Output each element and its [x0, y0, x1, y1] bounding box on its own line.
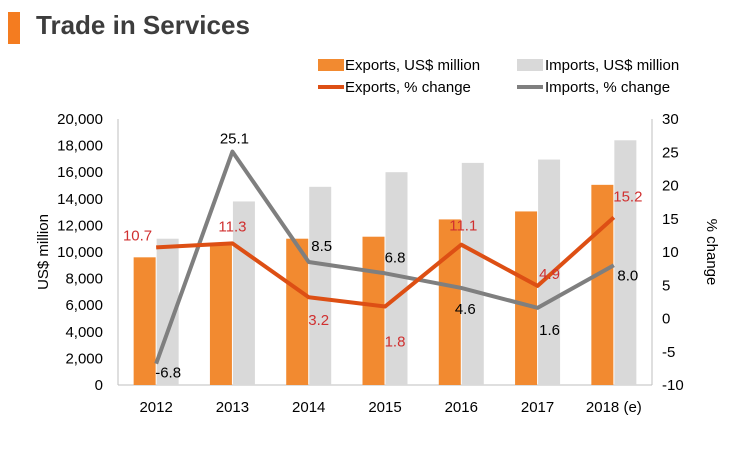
y-right-tick-label: 20 [662, 178, 679, 195]
label-imports-pct: 4.6 [455, 301, 476, 318]
x-tick-label: 2016 [445, 399, 478, 416]
bar-imports [614, 140, 637, 385]
y-tick-label: 20,000 [57, 111, 103, 128]
label-imports-pct: 1.6 [539, 322, 560, 339]
line-imports-pct [154, 149, 615, 365]
label-exports-pct: 3.2 [308, 312, 329, 329]
x-tick-label: 2012 [139, 399, 172, 416]
y-right-tick-label: 0 [662, 311, 670, 328]
y-axis-title: US$ million [35, 214, 52, 290]
y-tick-label: 4,000 [65, 324, 103, 341]
x-tick-label: 2014 [292, 399, 325, 416]
title-accent-bar [8, 12, 20, 44]
y-tick-label: 18,000 [57, 138, 103, 155]
y-right-tick-label: 30 [662, 111, 679, 128]
y-tick-label: 10,000 [57, 244, 103, 261]
y-right-tick-label: 10 [662, 244, 679, 261]
y-tick-label: 8,000 [65, 271, 103, 288]
bar-exports [133, 257, 156, 385]
label-exports-pct: 11.3 [218, 218, 246, 235]
label-exports-pct: 4.9 [539, 266, 560, 283]
label-imports-pct: -6.8 [155, 365, 181, 382]
x-tick-label: 2017 [521, 399, 554, 416]
bar-imports [309, 186, 332, 385]
label-imports-pct: 25.1 [220, 131, 249, 148]
label-exports-pct: 1.8 [385, 334, 406, 351]
label-imports-pct: 8.0 [617, 267, 638, 284]
y-tick-label: 0 [95, 377, 103, 394]
y-right-tick-label: 15 [662, 211, 679, 228]
y-tick-label: 12,000 [57, 217, 103, 234]
legend-swatch-imports [517, 59, 543, 71]
label-exports-pct: 10.7 [123, 227, 152, 244]
y-right-tick-label: -5 [662, 344, 675, 361]
legend-label-exports-pct: Exports, % change [345, 79, 471, 96]
y-right-tick-label: 5 [662, 277, 670, 294]
bar-exports [362, 236, 385, 385]
page-title: Trade in Services [36, 10, 250, 40]
bar-imports [385, 172, 408, 385]
line-exports-pct [156, 215, 616, 309]
bar-exports [286, 238, 309, 385]
bar-exports [515, 211, 538, 385]
label-exports-pct: 11.1 [449, 218, 477, 235]
legend-label-exports: Exports, US$ million [345, 57, 480, 74]
y-tick-label: 14,000 [57, 191, 103, 208]
y-tick-label: 6,000 [65, 297, 103, 314]
y-right-tick-label: -10 [662, 377, 684, 394]
bar-exports [591, 184, 614, 385]
y-tick-label: 16,000 [57, 164, 103, 181]
legend-swatch-exports [318, 59, 344, 71]
y-right-tick-label: 25 [662, 144, 679, 161]
legend-label-imports-pct: Imports, % change [545, 79, 670, 96]
bar-imports [538, 159, 561, 385]
y-axis-right-title: % change [703, 219, 720, 286]
x-tick-label: 2018 (e) [586, 399, 642, 416]
label-imports-pct: 6.8 [385, 249, 406, 266]
label-imports-pct: 8.5 [311, 238, 332, 255]
bar-imports [461, 162, 484, 385]
legend-label-imports: Imports, US$ million [545, 57, 679, 74]
x-tick-label: 2013 [216, 399, 249, 416]
bar-exports [209, 243, 232, 385]
label-exports-pct: 15.2 [613, 188, 642, 205]
x-tick-label: 2015 [368, 399, 401, 416]
y-tick-label: 2,000 [65, 350, 103, 367]
